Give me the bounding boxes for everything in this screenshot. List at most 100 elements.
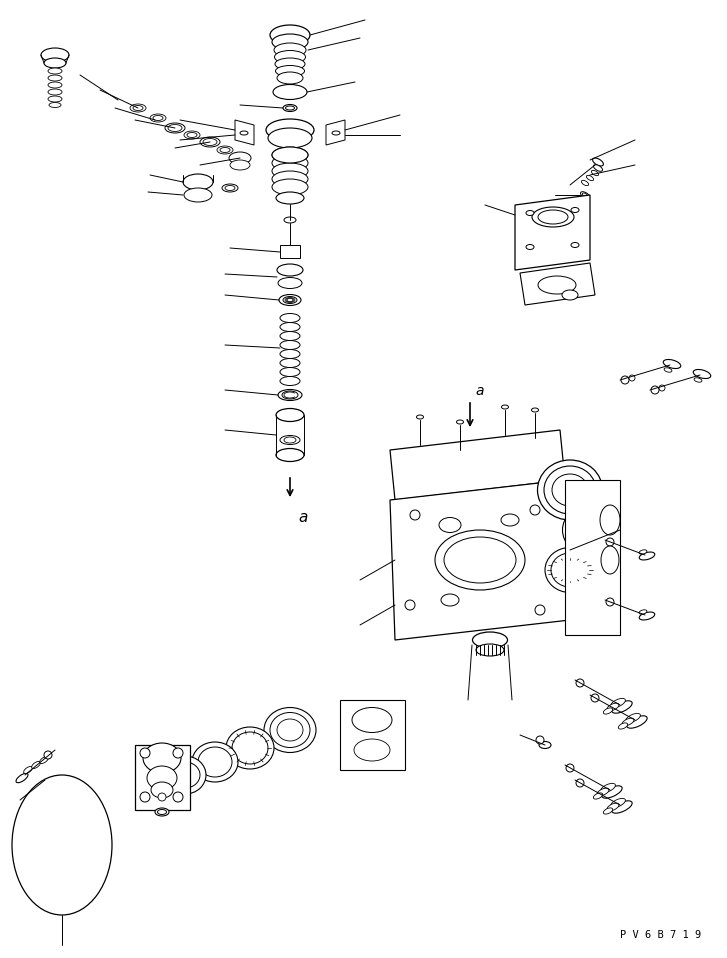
Ellipse shape xyxy=(280,368,300,376)
Polygon shape xyxy=(326,120,345,145)
Ellipse shape xyxy=(158,810,166,814)
Ellipse shape xyxy=(130,104,146,112)
Ellipse shape xyxy=(272,147,308,163)
Ellipse shape xyxy=(607,803,619,810)
Ellipse shape xyxy=(664,368,672,373)
Ellipse shape xyxy=(198,747,232,777)
Ellipse shape xyxy=(591,171,598,175)
Ellipse shape xyxy=(168,125,182,131)
Ellipse shape xyxy=(276,192,304,204)
Ellipse shape xyxy=(538,210,568,224)
Ellipse shape xyxy=(473,632,507,648)
Ellipse shape xyxy=(526,211,534,216)
Ellipse shape xyxy=(571,208,579,213)
Polygon shape xyxy=(280,245,300,258)
Circle shape xyxy=(659,385,665,391)
Ellipse shape xyxy=(183,174,213,190)
Ellipse shape xyxy=(279,294,301,306)
Ellipse shape xyxy=(41,48,69,62)
Ellipse shape xyxy=(165,123,185,133)
Ellipse shape xyxy=(230,160,250,170)
Ellipse shape xyxy=(619,723,627,729)
Circle shape xyxy=(576,779,584,787)
Text: P V 6 B 7 1 9: P V 6 B 7 1 9 xyxy=(620,930,702,940)
Ellipse shape xyxy=(283,104,297,111)
Ellipse shape xyxy=(580,192,590,198)
Polygon shape xyxy=(390,430,565,500)
Circle shape xyxy=(536,736,544,744)
Ellipse shape xyxy=(272,147,308,163)
Ellipse shape xyxy=(266,119,314,141)
Ellipse shape xyxy=(476,644,504,656)
Ellipse shape xyxy=(272,179,308,195)
Ellipse shape xyxy=(569,511,611,549)
Ellipse shape xyxy=(571,242,579,247)
Ellipse shape xyxy=(12,775,112,915)
Ellipse shape xyxy=(639,550,647,554)
Ellipse shape xyxy=(603,708,613,714)
Ellipse shape xyxy=(601,546,619,574)
Circle shape xyxy=(576,679,584,687)
Circle shape xyxy=(606,538,614,546)
Ellipse shape xyxy=(284,217,296,223)
Ellipse shape xyxy=(611,698,625,708)
Ellipse shape xyxy=(48,96,62,102)
Ellipse shape xyxy=(143,743,181,773)
Bar xyxy=(340,700,405,770)
Ellipse shape xyxy=(600,505,620,535)
Ellipse shape xyxy=(220,148,230,152)
Ellipse shape xyxy=(501,514,519,526)
Ellipse shape xyxy=(562,290,578,300)
Ellipse shape xyxy=(639,552,655,560)
Ellipse shape xyxy=(184,188,212,202)
Ellipse shape xyxy=(274,43,306,57)
Ellipse shape xyxy=(283,296,297,304)
Ellipse shape xyxy=(147,766,177,790)
Ellipse shape xyxy=(611,798,625,808)
Ellipse shape xyxy=(16,773,28,783)
Circle shape xyxy=(651,386,659,394)
Ellipse shape xyxy=(544,466,596,514)
Ellipse shape xyxy=(277,264,303,276)
Circle shape xyxy=(606,598,614,606)
Ellipse shape xyxy=(563,505,617,555)
Ellipse shape xyxy=(24,766,32,773)
Circle shape xyxy=(158,793,166,801)
Ellipse shape xyxy=(607,703,619,711)
Ellipse shape xyxy=(276,65,305,77)
Text: a: a xyxy=(298,510,308,525)
Ellipse shape xyxy=(278,278,302,288)
Ellipse shape xyxy=(354,739,390,761)
Ellipse shape xyxy=(48,75,62,81)
Ellipse shape xyxy=(539,741,551,748)
Ellipse shape xyxy=(538,276,576,294)
Ellipse shape xyxy=(272,171,308,187)
Ellipse shape xyxy=(273,84,307,100)
Ellipse shape xyxy=(280,323,300,331)
Circle shape xyxy=(410,510,420,520)
Ellipse shape xyxy=(232,732,268,764)
Circle shape xyxy=(629,375,635,381)
Ellipse shape xyxy=(694,370,711,378)
Ellipse shape xyxy=(597,788,609,796)
Ellipse shape xyxy=(225,186,235,191)
Ellipse shape xyxy=(275,58,305,70)
Ellipse shape xyxy=(217,146,233,154)
Polygon shape xyxy=(390,480,570,640)
Ellipse shape xyxy=(622,718,634,726)
Ellipse shape xyxy=(40,757,48,764)
Polygon shape xyxy=(565,480,600,630)
Ellipse shape xyxy=(627,716,647,728)
Ellipse shape xyxy=(276,408,304,422)
Polygon shape xyxy=(235,120,254,145)
Ellipse shape xyxy=(226,727,274,769)
Ellipse shape xyxy=(151,782,173,798)
Circle shape xyxy=(140,748,150,758)
Ellipse shape xyxy=(502,405,508,409)
Circle shape xyxy=(621,376,629,384)
Ellipse shape xyxy=(203,139,217,146)
Ellipse shape xyxy=(526,244,534,249)
Ellipse shape xyxy=(170,762,200,788)
Ellipse shape xyxy=(192,742,238,782)
Ellipse shape xyxy=(276,448,304,462)
